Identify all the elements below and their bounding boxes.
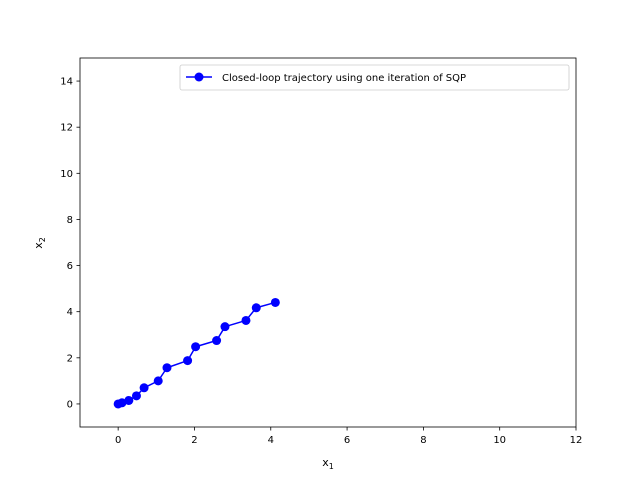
y-axis-ticks: 0 2 4 6 8 10 12 14 <box>60 77 80 410</box>
x-tick-label: 6 <box>344 435 350 446</box>
x-axis-ticks: 0 2 4 6 8 10 12 <box>115 427 582 446</box>
data-point <box>117 398 127 408</box>
plot-frame <box>79 57 577 428</box>
legend-label: Closed-loop trajectory using one iterati… <box>222 73 466 84</box>
x-axis-label: x1 <box>322 456 334 471</box>
data-point <box>162 363 172 373</box>
y-tick-label: 2 <box>67 353 73 364</box>
data-point <box>241 315 251 325</box>
data-point <box>131 391 141 401</box>
y-tick-label: 6 <box>67 261 73 272</box>
data-point <box>153 376 163 386</box>
x-tick-label: 8 <box>420 435 426 446</box>
y-axis-label: x2 <box>32 237 47 249</box>
legend: Closed-loop trajectory using one iterati… <box>179 64 570 91</box>
x-tick-label: 2 <box>191 435 197 446</box>
y-tick-label: 4 <box>67 307 73 318</box>
x-tick-label: 12 <box>570 435 583 446</box>
y-tick-label: 10 <box>60 169 73 180</box>
x-tick-label: 10 <box>493 435 506 446</box>
data-point <box>124 395 134 405</box>
data-point <box>220 322 230 332</box>
y-tick-label: 0 <box>67 399 73 410</box>
series-layer <box>113 297 280 409</box>
y-tick-label: 12 <box>60 123 73 134</box>
data-point <box>183 356 193 366</box>
y-tick-label: 8 <box>67 215 73 226</box>
legend-marker-swatch <box>194 72 204 82</box>
y-tick-label: 14 <box>60 77 73 88</box>
data-point <box>212 336 222 346</box>
plot-background <box>80 58 576 427</box>
data-point <box>251 303 261 313</box>
legend-box <box>179 64 570 91</box>
data-point <box>191 342 201 352</box>
data-point <box>139 383 149 393</box>
x-tick-label: 0 <box>115 435 121 446</box>
x-tick-label: 4 <box>268 435 274 446</box>
data-point <box>270 297 280 307</box>
